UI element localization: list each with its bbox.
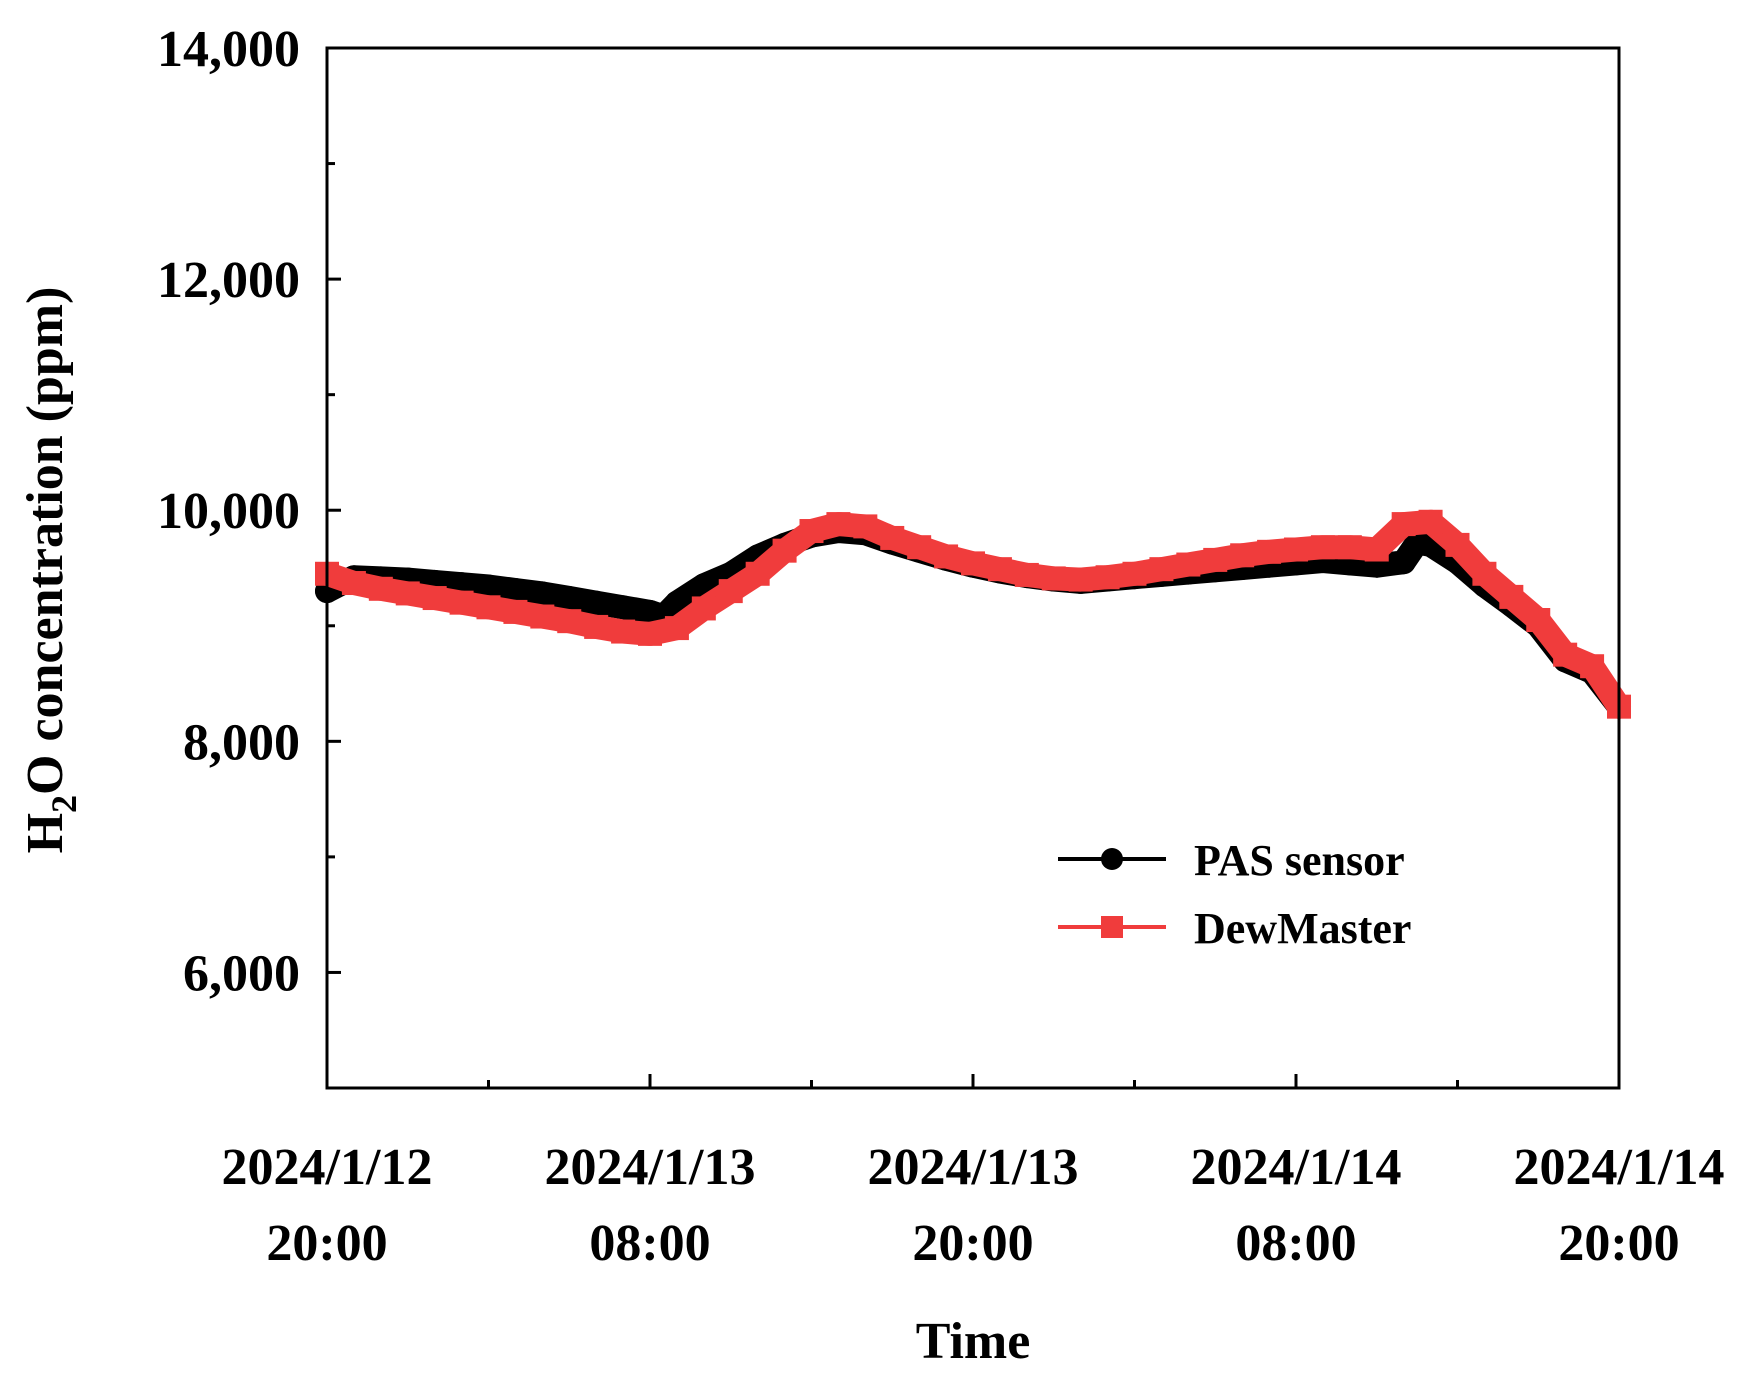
- data-point: [611, 619, 636, 644]
- data-point: [476, 595, 501, 620]
- y-tick-label: 6,000: [183, 945, 300, 1002]
- data-point: [1257, 539, 1282, 564]
- data-point: [530, 604, 555, 629]
- data-point: [880, 525, 905, 550]
- label-layer: 6,000 8,000 10,000 12,000 14,000 2024/1/12 20:…: [157, 21, 1724, 1272]
- x-tick-label-date: 2024/1/12: [222, 1139, 433, 1196]
- y-axis-label-prefix: H: [17, 813, 74, 853]
- data-point: [1041, 566, 1066, 591]
- data-point: [368, 576, 393, 601]
- data-point: [799, 519, 824, 544]
- data-point: [341, 571, 366, 596]
- data-point: [1445, 532, 1470, 557]
- data-point: [718, 579, 743, 604]
- data-point: [1176, 552, 1201, 577]
- y-tick-label: 10,000: [157, 483, 300, 540]
- data-point: [1526, 608, 1551, 632]
- x-tick-label-time: 08:00: [589, 1215, 710, 1272]
- series-layer: [315, 509, 1631, 719]
- legend-label-pas: PAS sensor: [1194, 836, 1405, 885]
- data-point: [1418, 509, 1443, 534]
- x-tick-label-time: 20:00: [1558, 1215, 1679, 1272]
- data-point: [584, 590, 609, 615]
- x-tick-label-date: 2024/1/14: [1191, 1139, 1402, 1196]
- data-point: [1580, 654, 1605, 679]
- legend: PAS sensor DewMaster: [1058, 836, 1411, 953]
- y-axis-label-suffix: O concentration (ppm): [17, 287, 74, 795]
- x-tick-label-date: 2024/1/13: [545, 1139, 756, 1196]
- legend-label-dewmaster: DewMaster: [1194, 904, 1411, 953]
- data-point: [1364, 537, 1389, 562]
- x-tick-label-date: 2024/1/13: [868, 1139, 1079, 1196]
- x-tick-label-time: 08:00: [1235, 1215, 1356, 1272]
- data-point: [1014, 562, 1039, 587]
- y-axis-label-subscript: 2: [44, 795, 84, 813]
- legend-marker-dewmaster: [1101, 916, 1123, 938]
- data-point: [503, 577, 528, 602]
- data-point: [395, 581, 420, 606]
- data-point: [1391, 512, 1416, 537]
- data-point: [476, 574, 501, 599]
- data-point: [1203, 547, 1228, 572]
- data-point: [638, 621, 662, 646]
- data-point: [1149, 557, 1174, 582]
- data-point: [530, 581, 555, 606]
- data-point: [449, 590, 474, 615]
- data-point: [987, 557, 1012, 582]
- data-point: [1310, 535, 1335, 560]
- data-point: [584, 614, 609, 639]
- data-point: [664, 590, 689, 615]
- y-tick-label: 12,000: [157, 252, 300, 309]
- data-point: [826, 512, 851, 537]
- data-point: [611, 595, 636, 620]
- data-point: [1284, 537, 1308, 562]
- data-point: [1391, 550, 1416, 575]
- data-point: [1553, 642, 1578, 667]
- x-axis-label: Time: [916, 1313, 1031, 1370]
- data-point: [422, 586, 447, 611]
- data-point: [907, 535, 932, 560]
- data-point: [1122, 561, 1147, 586]
- x-tick-label-time: 20:00: [912, 1215, 1033, 1272]
- y-tick-label: 8,000: [183, 714, 300, 771]
- data-point: [772, 538, 797, 563]
- data-point: [1095, 565, 1120, 590]
- legend-marker-pas: [1101, 848, 1123, 870]
- data-point: [691, 596, 716, 621]
- y-axis-label: H2O concentration (ppm): [17, 287, 84, 854]
- data-point: [503, 599, 528, 624]
- data-point: [1068, 567, 1093, 592]
- data-point: [934, 544, 959, 569]
- data-point: [1230, 543, 1255, 568]
- data-point: [664, 616, 689, 641]
- tick-layer: [325, 46, 1621, 1088]
- x-tick-label-time: 20:00: [266, 1215, 387, 1272]
- data-point: [557, 609, 582, 634]
- y-tick-label: 14,000: [157, 21, 300, 78]
- data-point: [745, 561, 770, 586]
- data-point: [1499, 584, 1524, 609]
- data-point: [853, 514, 878, 539]
- data-point: [557, 586, 582, 611]
- data-point: [961, 551, 985, 576]
- data-point: [1472, 561, 1497, 586]
- x-tick-label-date: 2024/1/14: [1514, 1139, 1725, 1196]
- data-point: [1337, 535, 1362, 560]
